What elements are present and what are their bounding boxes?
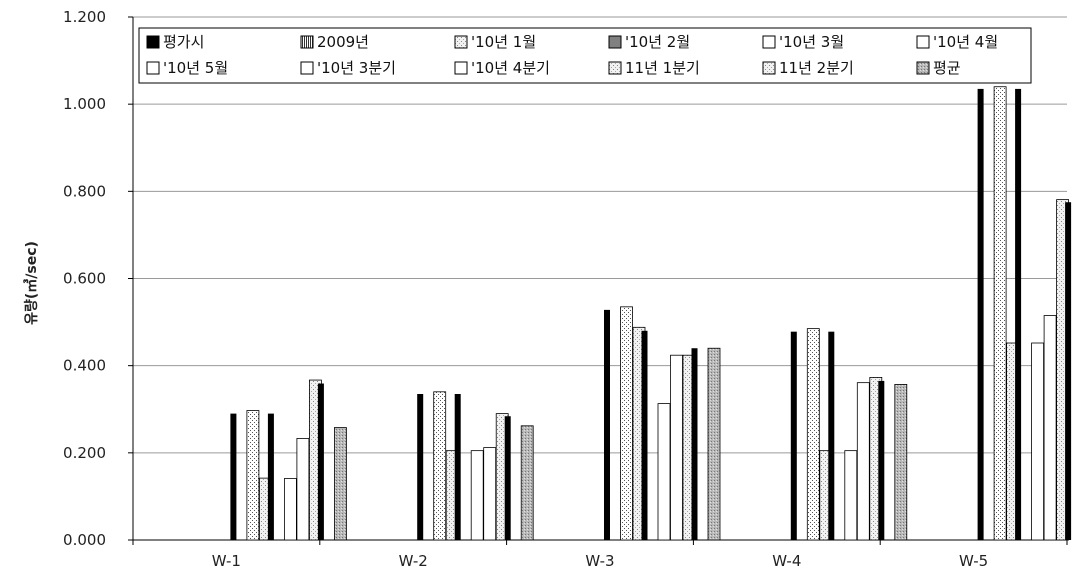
bar xyxy=(296,438,310,541)
legend-swatch xyxy=(146,35,160,49)
legend-item: '10년 3월 xyxy=(762,33,844,51)
bar xyxy=(828,331,835,540)
legend-swatch xyxy=(916,61,930,75)
bar xyxy=(670,354,683,541)
bar xyxy=(620,306,633,541)
bar xyxy=(894,384,908,541)
bar xyxy=(1015,88,1022,540)
bar xyxy=(641,330,648,540)
bar xyxy=(856,382,870,541)
legend-swatch xyxy=(146,61,160,75)
legend-label: 11년 1분기 xyxy=(625,59,700,77)
bar xyxy=(993,86,1007,541)
legend-label: '10년 4월 xyxy=(933,33,998,51)
bar xyxy=(483,447,497,541)
bar xyxy=(283,478,297,541)
legend-swatch xyxy=(300,61,314,75)
legend-swatch xyxy=(916,35,930,49)
bar xyxy=(977,88,984,540)
y-tick-label: 1.000 xyxy=(63,95,106,113)
legend-label: 평가시 xyxy=(163,33,204,51)
legend-item: 2009년 xyxy=(300,33,369,51)
legend-swatch xyxy=(300,35,314,49)
legend-label: '10년 4분기 xyxy=(471,59,550,77)
legend-label: 2009년 xyxy=(317,33,369,51)
bar xyxy=(844,450,858,541)
bar xyxy=(246,410,260,541)
legend-label: '10년 3월 xyxy=(779,33,844,51)
legend-box xyxy=(138,27,1032,84)
legend-swatch xyxy=(762,35,776,49)
bar xyxy=(1065,202,1072,540)
legend-swatch xyxy=(608,61,622,75)
legend-swatch xyxy=(454,61,468,75)
bar xyxy=(317,383,324,540)
legend-item: 11년 1분기 xyxy=(608,59,700,77)
y-tick-label: 0.600 xyxy=(63,270,106,288)
legend-label: 평균 xyxy=(933,59,961,77)
legend-item: '10년 4월 xyxy=(916,33,998,51)
bar xyxy=(333,427,347,541)
y-tick-label: 0.800 xyxy=(63,182,106,200)
bar xyxy=(657,403,671,541)
bar xyxy=(230,413,237,540)
bar xyxy=(454,393,461,540)
gridlines xyxy=(133,16,1067,454)
y-tick-label: 0.400 xyxy=(63,357,106,375)
legend-item: 평균 xyxy=(916,59,961,77)
x-axis-categories: W-1 W-2 W-3 W-4 W-5 xyxy=(212,552,988,570)
bar xyxy=(707,347,721,541)
y-tick-label: 0.000 xyxy=(63,531,106,549)
x-category-label: W-4 xyxy=(772,552,801,570)
legend-label: '10년 1월 xyxy=(471,33,536,51)
x-category-label: W-3 xyxy=(585,552,614,570)
legend-swatch xyxy=(454,35,468,49)
bar xyxy=(878,380,885,540)
x-category-label: W-1 xyxy=(212,552,241,570)
legend-item: '10년 1월 xyxy=(454,33,536,51)
legend-item: '10년 4분기 xyxy=(454,59,550,77)
bar xyxy=(504,416,511,540)
x-category-label: W-2 xyxy=(399,552,428,570)
bar xyxy=(604,309,610,540)
bar xyxy=(267,413,274,540)
bar xyxy=(806,328,820,541)
bars xyxy=(230,86,1072,541)
x-category-label: W-5 xyxy=(959,552,988,570)
bar xyxy=(520,425,534,541)
legend-item: 평가시 xyxy=(146,33,204,51)
legend: 평가시 2009년 '10년 1월 '10년 2월 '10년 3월 '10년 4월 '10년… xyxy=(138,27,1032,84)
bar xyxy=(433,391,447,541)
legend-label: '10년 5월 xyxy=(163,59,228,77)
legend-label: '10년 2월 xyxy=(625,33,690,51)
legend-item: '10년 5월 xyxy=(146,59,228,77)
legend-item: '10년 2월 xyxy=(608,33,690,51)
y-tick-label: 1.200 xyxy=(63,8,106,26)
bar xyxy=(1031,342,1044,541)
y-tick-label: 0.200 xyxy=(63,444,106,462)
legend-label: 11년 2분기 xyxy=(779,59,854,77)
bar xyxy=(1043,315,1057,541)
legend-label: '10년 3분기 xyxy=(317,59,396,77)
bar xyxy=(691,348,698,540)
bar xyxy=(417,393,424,540)
legend-swatch xyxy=(608,35,622,49)
y-axis-title: 유량(㎥/sec) xyxy=(23,241,40,325)
bar xyxy=(790,331,797,540)
bar xyxy=(470,450,484,541)
legend-item: '10년 3분기 xyxy=(300,59,396,77)
y-axis-ticks: 0.000 0.200 0.400 0.600 0.800 1.000 1.200 xyxy=(63,8,106,549)
legend-item: 11년 2분기 xyxy=(762,59,854,77)
legend-swatch xyxy=(762,61,776,75)
